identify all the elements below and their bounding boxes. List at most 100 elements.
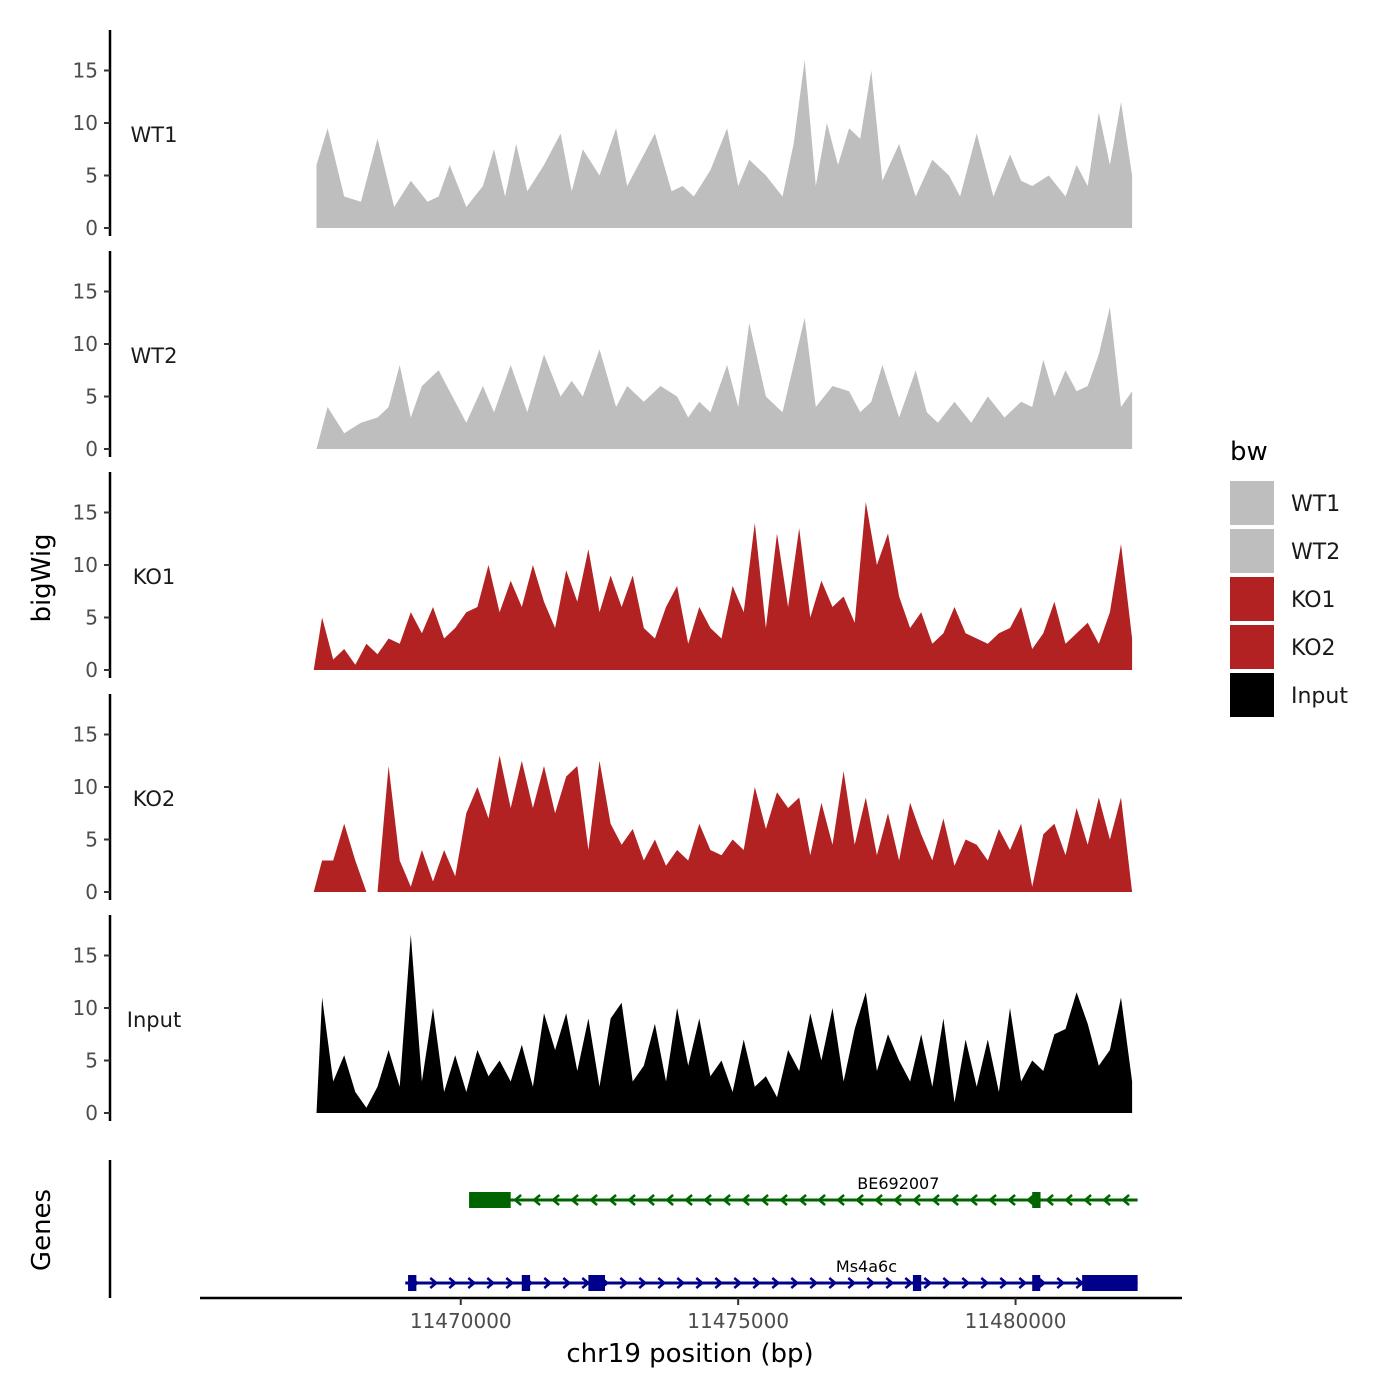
strand-arrow <box>809 1277 819 1289</box>
y-tick-label: 5 <box>85 1049 98 1073</box>
track-panel-wt1: 0 5 10 15 WT1 <box>73 30 1133 240</box>
y-tick-label: 0 <box>85 658 98 682</box>
strand-arrow <box>798 1194 807 1206</box>
strand-arrow <box>1083 1194 1092 1206</box>
x-axis-title: chr19 position (bp) <box>566 1339 813 1369</box>
strand-arrow <box>513 1194 522 1206</box>
strand-arrow <box>505 1277 515 1289</box>
legend-swatch-wt2 <box>1230 529 1274 573</box>
legend-swatch-wt1 <box>1230 481 1274 525</box>
legend: bw WT1 WT2 KO1 KO2 Input <box>1230 437 1348 717</box>
y-tick-label: 0 <box>85 437 98 461</box>
y-tick-label: 15 <box>73 280 98 304</box>
strand-arrow <box>608 1194 617 1206</box>
strand-arrow <box>1102 1194 1111 1206</box>
track-panel-input: 0 5 10 15 Input <box>73 915 1133 1125</box>
strand-arrow <box>657 1277 667 1289</box>
strand-arrow <box>703 1194 712 1206</box>
x-tick-label: 11470000 <box>410 1309 512 1333</box>
exon-block <box>521 1275 531 1291</box>
strand-arrow <box>988 1194 997 1206</box>
track-label: WT2 <box>131 344 178 368</box>
genes-track: BE692007 Ms4a6c <box>108 1160 1138 1298</box>
legend-swatch-ko1 <box>1230 577 1274 621</box>
strand-arrow <box>771 1277 781 1289</box>
track-label: KO1 <box>133 565 176 589</box>
strand-arrow <box>752 1277 762 1289</box>
strand-arrow <box>1026 1194 1035 1206</box>
strand-arrow <box>893 1194 902 1206</box>
strand-arrow <box>912 1194 921 1206</box>
strand-arrow <box>817 1194 826 1206</box>
genes-track-title: Genes <box>27 1189 57 1271</box>
y-tick-label: 0 <box>85 880 98 904</box>
strand-arrow <box>684 1194 693 1206</box>
legend-swatch-ko2 <box>1230 625 1274 669</box>
strand-arrow <box>1056 1277 1066 1289</box>
strand-arrow <box>695 1277 705 1289</box>
x-tick-label: 11475000 <box>687 1309 789 1333</box>
y-tick-label: 10 <box>73 332 98 356</box>
strand-arrow <box>714 1277 724 1289</box>
track-label: KO2 <box>133 787 176 811</box>
y-tick-label: 5 <box>85 385 98 409</box>
strand-arrow <box>790 1277 800 1289</box>
y-tick-label: 15 <box>73 944 98 968</box>
y-tick-label: 5 <box>85 606 98 630</box>
signal-area-wt2 <box>316 307 1133 449</box>
exon-block <box>1082 1275 1138 1291</box>
strand-arrow <box>961 1277 971 1289</box>
y-tick-label: 10 <box>73 775 98 799</box>
x-tick-label: 11480000 <box>965 1309 1067 1333</box>
legend-swatch-input <box>1230 673 1274 717</box>
exon-block <box>469 1192 511 1208</box>
strand-arrow <box>722 1194 731 1206</box>
strand-arrow <box>828 1277 838 1289</box>
strand-arrow <box>1037 1277 1047 1289</box>
strand-arrow <box>589 1194 598 1206</box>
x-axis: 11470000 11475000 11480000 <box>200 1296 1182 1333</box>
legend-label-wt2: WT2 <box>1291 540 1340 565</box>
strand-arrow <box>646 1194 655 1206</box>
strand-arrow <box>855 1194 864 1206</box>
strand-arrow <box>836 1194 845 1206</box>
strand-arrow <box>570 1194 579 1206</box>
strand-arrow <box>429 1277 439 1289</box>
strand-arrow <box>969 1194 978 1206</box>
y-tick-label: 0 <box>85 1101 98 1125</box>
strand-arrow <box>1018 1277 1028 1289</box>
legend-title: bw <box>1230 437 1268 467</box>
legend-label-wt1: WT1 <box>1291 492 1340 517</box>
strand-arrow <box>627 1194 636 1206</box>
y-tick-label: 10 <box>73 553 98 577</box>
strand-arrow <box>931 1194 940 1206</box>
track-panel-ko1: 0 5 10 15 KO1 <box>73 472 1133 682</box>
strand-arrow <box>779 1194 788 1206</box>
strand-arrow <box>543 1277 553 1289</box>
strand-arrow <box>467 1277 477 1289</box>
strand-arrow <box>741 1194 750 1206</box>
strand-arrow <box>1045 1194 1054 1206</box>
strand-arrow <box>551 1194 560 1206</box>
strand-arrow <box>448 1277 458 1289</box>
legend-label-ko2: KO2 <box>1291 636 1336 661</box>
y-tick-label: 10 <box>73 996 98 1020</box>
strand-arrow <box>923 1277 933 1289</box>
exon-block <box>912 1275 922 1291</box>
y-tick-label: 15 <box>73 501 98 525</box>
y-tick-label: 15 <box>73 723 98 747</box>
gene-be692007: BE692007 <box>469 1174 1138 1208</box>
strand-arrow <box>733 1277 743 1289</box>
y-tick-label: 0 <box>85 216 98 240</box>
y-axis-title: bigWig <box>27 533 57 622</box>
signal-area-input <box>316 934 1133 1113</box>
track-label: Input <box>127 1008 181 1032</box>
strand-arrow <box>847 1277 857 1289</box>
legend-label-input: Input <box>1291 684 1348 709</box>
y-tick-label: 5 <box>85 828 98 852</box>
y-tick-label: 15 <box>73 59 98 83</box>
strand-arrow <box>980 1277 990 1289</box>
strand-arrow <box>562 1277 572 1289</box>
y-tick-label: 10 <box>73 111 98 135</box>
